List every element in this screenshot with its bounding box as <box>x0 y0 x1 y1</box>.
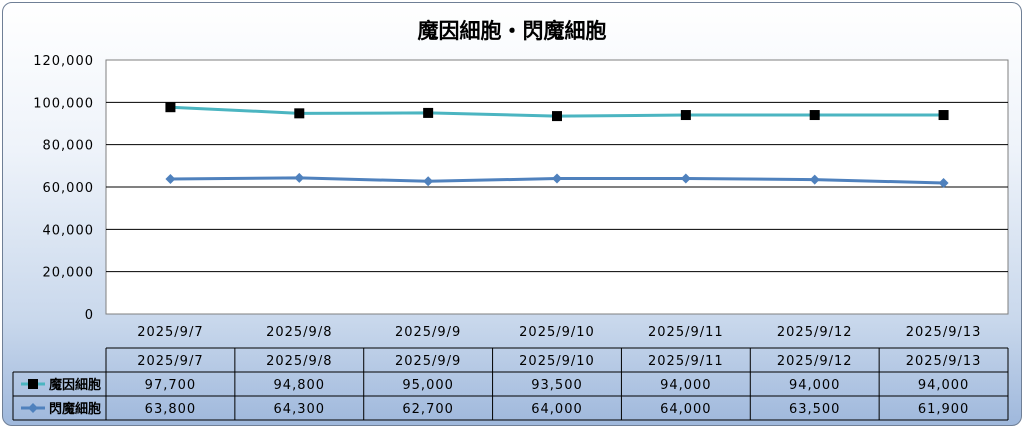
legend-label: 魔因細胞 <box>49 377 101 393</box>
table-header-cell: 2025/9/13 <box>906 354 982 369</box>
x-tick-label: 2025/9/9 <box>395 325 461 340</box>
y-tick-label: 80,000 <box>43 139 95 154</box>
y-tick-label: 40,000 <box>43 223 95 238</box>
data-point <box>680 110 691 121</box>
data-point <box>809 174 820 185</box>
table-value-cell: 94,000 <box>789 378 841 393</box>
line-chart: 魔因細胞・閃魔細胞 0 20,000 40,000 60,000 80,000 100,0… <box>12 19 1009 421</box>
table-header-cell: 2025/9/10 <box>519 354 595 369</box>
data-point <box>552 111 562 122</box>
y-tick-label: 120,000 <box>33 54 94 69</box>
table-value-cell: 64,000 <box>531 402 583 417</box>
data-point <box>294 108 305 119</box>
data-point <box>809 110 820 121</box>
data-point <box>165 173 176 184</box>
x-tick-label: 2025/9/8 <box>266 325 332 340</box>
y-tick-label: 60,000 <box>43 181 95 196</box>
y-tick-label: 20,000 <box>43 266 95 281</box>
y-tick-label: 0 <box>85 308 94 323</box>
data-point <box>165 102 176 113</box>
x-tick-label: 2025/9/10 <box>519 325 595 340</box>
table-value-cell: 64,300 <box>274 402 326 417</box>
data-point <box>938 177 949 188</box>
data-point <box>552 173 562 184</box>
table-value-cell: 95,000 <box>402 378 454 393</box>
table-value-cell: 63,800 <box>145 402 197 417</box>
x-tick-label: 2025/9/11 <box>648 325 724 340</box>
y-tick-label: 100,000 <box>33 96 94 111</box>
x-tick-label: 2025/9/12 <box>777 325 853 340</box>
table-value-cell: 93,500 <box>531 378 583 393</box>
table-header-cell: 2025/9/9 <box>395 354 461 369</box>
table-header-cell: 2025/9/11 <box>648 354 724 369</box>
data-point <box>423 107 434 118</box>
data-point <box>294 172 305 183</box>
table-value-cell: 64,000 <box>660 402 712 417</box>
data-point <box>680 173 691 184</box>
table-header-cell: 2025/9/12 <box>777 354 853 369</box>
data-point <box>423 176 434 187</box>
legend-marker <box>28 379 38 389</box>
table-value-cell: 97,700 <box>145 378 197 393</box>
table-value-cell: 94,000 <box>660 378 712 393</box>
table-header-cell: 2025/9/7 <box>137 354 203 369</box>
table-value-cell: 61,900 <box>918 402 970 417</box>
legend-marker <box>28 403 38 413</box>
table-header-cell: 2025/9/8 <box>266 354 332 369</box>
x-tick-label: 2025/9/7 <box>137 325 203 340</box>
data-point <box>938 110 949 121</box>
chart-title: 魔因細胞・閃魔細胞 <box>418 19 607 43</box>
x-tick-label: 2025/9/13 <box>906 325 982 340</box>
table-value-cell: 94,000 <box>918 378 970 393</box>
table-value-cell: 94,800 <box>274 378 326 393</box>
table-value-cell: 62,700 <box>402 402 454 417</box>
table-value-cell: 63,500 <box>789 402 841 417</box>
legend-label: 閃魔細胞 <box>49 401 101 417</box>
